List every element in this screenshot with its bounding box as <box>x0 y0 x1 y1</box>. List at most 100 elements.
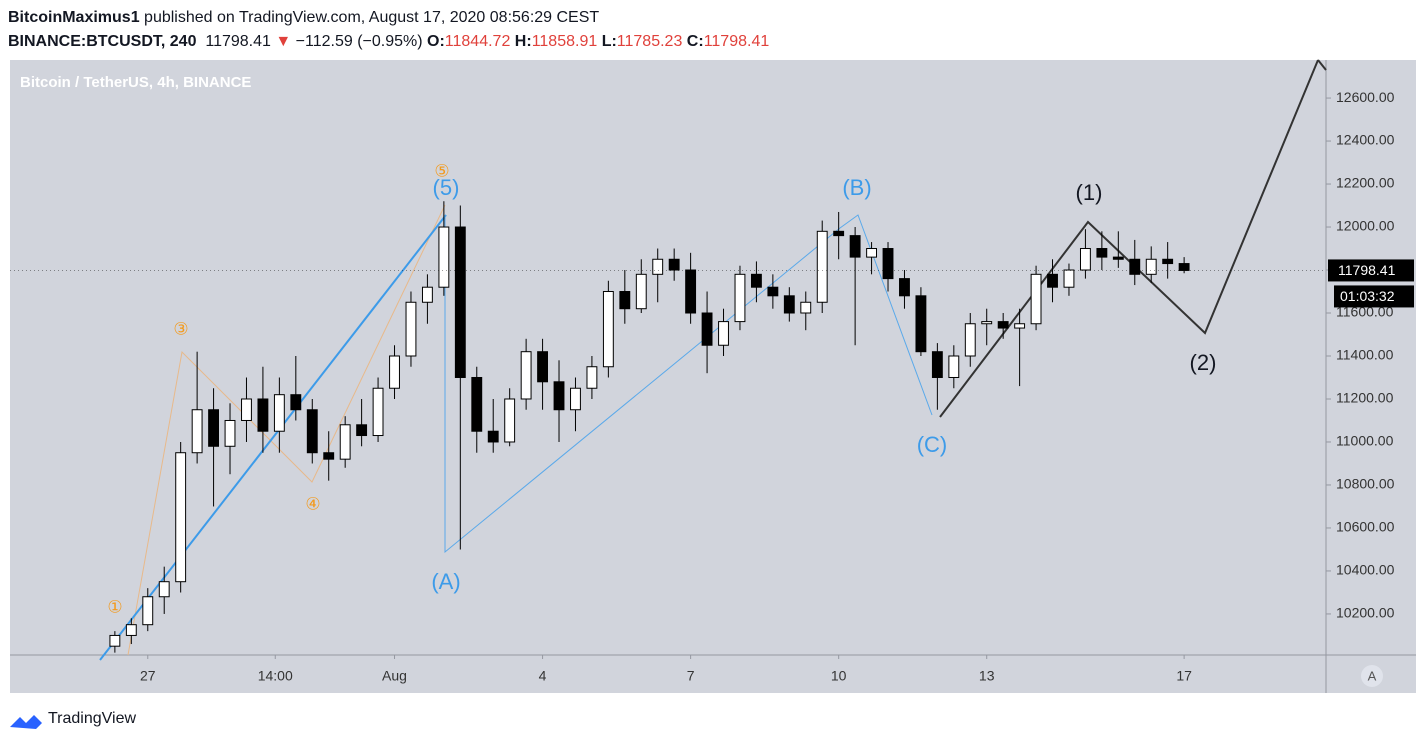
countdown: 01:03:32 <box>1340 288 1395 304</box>
wave-label: (C) <box>917 432 948 457</box>
chart-title: Bitcoin / TetherUS, 4h, BINANCE <box>20 74 251 91</box>
candle-body <box>602 291 614 368</box>
candle-body <box>570 387 581 411</box>
x-tick-label: Aug <box>382 668 407 684</box>
candle-body <box>224 419 236 447</box>
candle-body <box>487 430 499 443</box>
candle-body <box>668 258 680 271</box>
o: 11844.72 <box>444 33 511 50</box>
candle-body <box>619 291 631 310</box>
candles <box>109 201 1190 653</box>
candle-body <box>800 301 812 314</box>
quote-line: BINANCE:BTCUSDT, 240 11798.41 ▼ −112.59 … <box>8 30 769 54</box>
blue-trend <box>99 214 447 661</box>
y-tick-label: 10600.00 <box>1336 519 1395 535</box>
candle-body <box>306 409 318 454</box>
candle-body <box>339 424 351 460</box>
candle-body <box>208 409 220 447</box>
y-tick-label: 11200.00 <box>1336 390 1394 406</box>
candle-body <box>109 634 121 647</box>
candle-body <box>1178 263 1190 271</box>
candle-body <box>899 278 910 297</box>
candle-body <box>997 321 1009 329</box>
projection <box>939 59 1319 418</box>
candle-body <box>290 394 302 411</box>
scale-button-bg[interactable] <box>1361 665 1383 687</box>
author[interactable]: BitcoinMaximus1 <box>8 9 140 26</box>
wave-label: (5) <box>433 175 460 200</box>
x-tick-label: 7 <box>687 668 695 684</box>
candle-body <box>1096 248 1108 258</box>
candle-body <box>931 351 943 378</box>
pane-bg <box>10 60 1416 693</box>
y-tick-label: 10800.00 <box>1336 476 1395 492</box>
candle-body <box>520 351 532 400</box>
wave-label: (B) <box>842 175 871 200</box>
last-price-label: 11798.41 <box>1338 262 1396 278</box>
candle-body <box>981 321 993 325</box>
wave-label: ⑤ <box>434 161 449 180</box>
candle-body <box>1145 258 1157 275</box>
candle-body <box>1162 258 1174 265</box>
candle-body <box>273 394 285 432</box>
candle-body <box>652 258 664 275</box>
wave-label: ④ <box>305 494 320 513</box>
wave-label: ① <box>107 597 122 616</box>
candle-body <box>356 424 368 437</box>
last: 11798.41 <box>205 33 271 50</box>
y-tick-label: 12400.00 <box>1336 132 1395 148</box>
scale-button[interactable]: A <box>1368 668 1377 683</box>
y-tick-label: 12600.00 <box>1336 89 1395 105</box>
c-label: C: <box>686 33 704 50</box>
projection-end <box>1317 59 1327 71</box>
candle-body <box>553 381 565 411</box>
candle-body <box>964 323 976 357</box>
candle-body <box>175 452 187 583</box>
header: BitcoinMaximus1 published on TradingView… <box>8 6 769 54</box>
h-label: H: <box>514 33 532 50</box>
candle-body <box>323 452 335 460</box>
candle-body <box>750 273 762 288</box>
candle-body <box>767 286 779 297</box>
candle-body <box>158 581 170 598</box>
candle-body <box>833 230 845 237</box>
wave-label: (1) <box>1076 180 1103 205</box>
wave-label: ③ <box>173 319 188 338</box>
candle-body <box>718 321 729 346</box>
x-tick-label: 27 <box>140 668 156 684</box>
candle-body <box>471 376 483 432</box>
symbol: BINANCE:BTCUSDT, 240 <box>8 33 197 50</box>
candle-body <box>389 355 400 389</box>
candle-body <box>372 387 384 437</box>
candle-body <box>948 355 960 378</box>
h: 11858.91 <box>531 33 598 50</box>
candle-body <box>454 226 466 378</box>
candle-body <box>1063 269 1075 288</box>
candle-body <box>915 295 927 353</box>
candle-body <box>701 312 713 346</box>
candle-body <box>257 398 269 432</box>
candle-body <box>142 596 154 626</box>
footer: TradingView <box>10 710 136 729</box>
candle-body <box>816 230 828 303</box>
candle-body <box>1129 258 1141 275</box>
candle-body <box>405 301 417 357</box>
candle-body <box>586 366 598 389</box>
candle-body <box>537 351 549 383</box>
candle-body <box>783 295 795 314</box>
candle-body <box>1079 248 1091 271</box>
change: −112.59 (−0.95%) <box>295 33 423 50</box>
candle-body <box>734 273 746 323</box>
o-label: O: <box>427 33 445 50</box>
x-tick-label: 17 <box>1176 668 1192 684</box>
candle-body <box>1112 256 1124 260</box>
candle-body <box>1030 273 1042 325</box>
candle-body <box>685 269 697 314</box>
candle-body <box>125 624 137 636</box>
candle-body <box>504 398 516 443</box>
candle-body <box>1014 323 1026 329</box>
wave-label: (A) <box>431 569 460 594</box>
brand: TradingView <box>48 710 136 727</box>
x-tick-label: 13 <box>979 668 995 684</box>
